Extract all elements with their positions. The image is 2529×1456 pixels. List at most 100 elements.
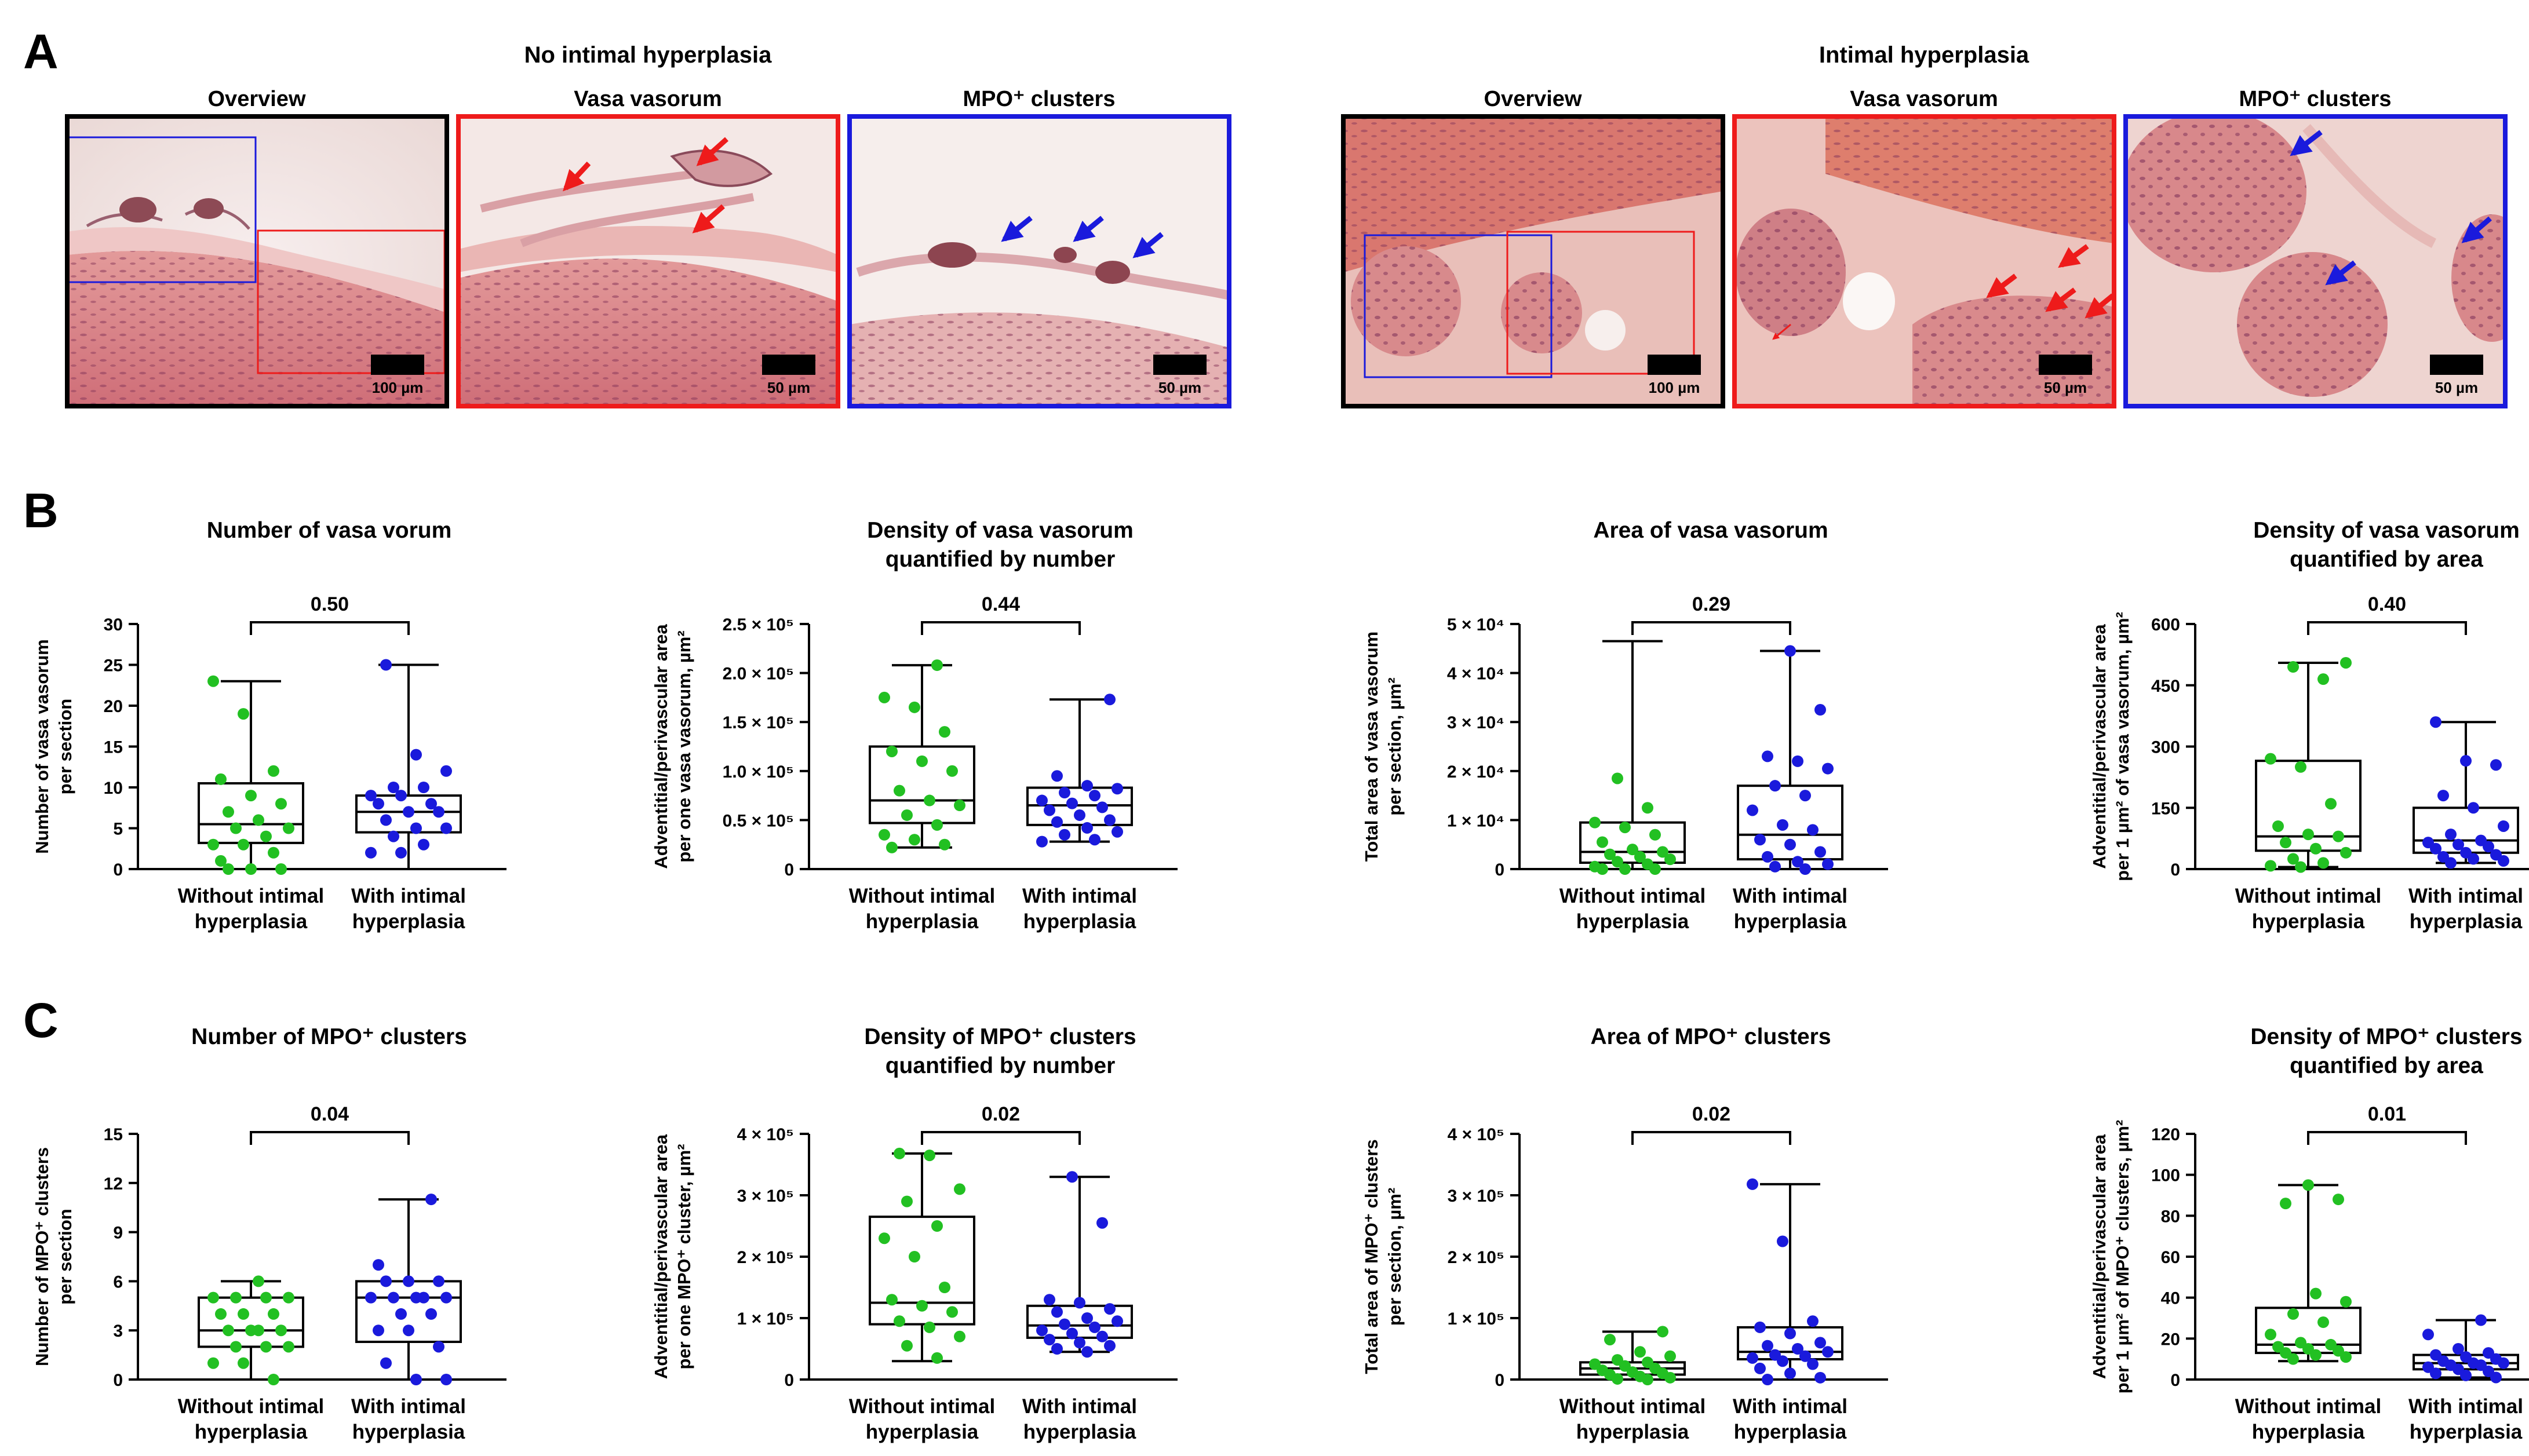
y-axis-label: Total area of vasa vasorum per section, µ…: [1361, 632, 1405, 862]
data-point: [230, 1291, 242, 1304]
image-title-left-overview: Overview: [208, 87, 306, 111]
series-without: [2255, 1179, 2362, 1365]
chart-title: Density of vasa vasorum: [867, 518, 1134, 543]
data-point: [403, 806, 414, 818]
chart-7: Area of MPO⁺ clusters 0 1 × 10⁵ 2 × 10⁵ 3 × …: [1361, 1024, 1888, 1443]
data-point: [1799, 790, 1811, 802]
y-axis-label: Adventitial/perivascular area per one MPO…: [651, 1134, 694, 1379]
data-point: [1051, 1343, 1063, 1355]
category-label: hyperplasia: [195, 910, 308, 933]
data-point: [418, 1291, 429, 1304]
data-point: [223, 806, 234, 818]
data-point: [2340, 846, 2352, 859]
data-point: [1642, 802, 1653, 814]
data-point: [1657, 846, 1668, 858]
y-tick-label: 2.5 × 10⁵: [723, 615, 794, 634]
data-point: [1814, 846, 1826, 858]
data-point: [1081, 1312, 1093, 1324]
chart-5: Number of MPO⁺ clusters 0 3 6 9 12 15 Number of…: [32, 1024, 506, 1443]
chart-title: quantified by area: [2290, 1053, 2483, 1078]
chart-4: Density of vasa vasorum quantified by are…: [2089, 518, 2529, 933]
data-point: [954, 800, 965, 812]
p-value: 0.04: [311, 1103, 349, 1125]
y-tick-label: 1 × 10⁵: [1448, 1309, 1504, 1329]
data-point: [2340, 1296, 2352, 1308]
data-point: [380, 814, 392, 826]
significance-bracket: [1631, 621, 1791, 635]
data-point: [946, 1306, 958, 1318]
data-point: [2333, 1194, 2344, 1206]
box-iqr: [1737, 784, 1843, 861]
y-tick-label: 1 × 10⁵: [737, 1309, 794, 1329]
data-point: [1059, 1318, 1070, 1330]
box-iqr: [355, 794, 462, 834]
data-point: [275, 1324, 287, 1337]
significance-bracket: [921, 621, 1081, 635]
data-point: [260, 830, 272, 842]
data-point: [283, 822, 294, 834]
y-tick-label: 1.0 × 10⁵: [723, 762, 794, 782]
series-without: [869, 659, 975, 853]
data-point: [260, 1341, 272, 1353]
y-axis-label-line: Adventitial/perivascular area: [651, 624, 671, 869]
y-tick-label: 9: [113, 1224, 123, 1243]
scale-label-right-overview: 100 µm: [1649, 379, 1700, 396]
category-label: hyperplasia: [2252, 1421, 2365, 1443]
data-point: [1051, 816, 1063, 828]
data-point: [1081, 822, 1093, 834]
y-tick-label: 3 × 10⁵: [1448, 1187, 1504, 1206]
data-point: [2483, 841, 2494, 853]
data-point: [2498, 820, 2509, 832]
histology-right-overview-frame: [1341, 114, 1725, 408]
y-axis-label: Adventitial/perivascular area per one vas…: [651, 624, 694, 869]
data-point: [2430, 842, 2441, 855]
y-tick-label: 3: [113, 1322, 123, 1341]
box-iqr: [198, 782, 304, 844]
histology-right-overview: [1343, 116, 1723, 406]
panel-letter-a: A: [23, 24, 59, 79]
data-point: [238, 708, 249, 720]
p-value: 0.50: [311, 593, 349, 615]
data-point: [2460, 1369, 2472, 1381]
data-point: [215, 1308, 227, 1320]
data-point: [433, 1275, 444, 1287]
category-label: hyperplasia: [1576, 910, 1689, 933]
data-point: [410, 1374, 422, 1385]
data-point: [403, 1275, 414, 1287]
histology-left-overview: [67, 116, 447, 406]
data-point: [954, 1330, 965, 1342]
data-point: [388, 1291, 399, 1304]
y-tick-label: 15: [104, 1125, 123, 1144]
box-iqr: [1579, 821, 1686, 864]
histology-left-overview-frame: [65, 114, 449, 408]
series-without: [1579, 1326, 1686, 1385]
data-point: [2287, 853, 2299, 865]
y-tick-label: 300: [2151, 738, 2180, 757]
category-label: hyperplasia: [2252, 910, 2365, 933]
data-point: [1081, 1346, 1093, 1358]
data-point: [916, 1300, 928, 1312]
histology-left-mpo: [850, 116, 1229, 406]
y-tick-label: 6: [113, 1272, 123, 1291]
data-point: [1822, 1346, 1834, 1358]
data-point: [946, 765, 958, 777]
data-point: [2287, 1353, 2299, 1365]
y-axis-label-line: Adventitial/perivascular area: [2089, 1134, 2109, 1379]
data-point: [909, 1251, 920, 1262]
data-point: [1619, 822, 1631, 834]
data-point: [2287, 1308, 2299, 1320]
data-point: [879, 1232, 890, 1245]
data-point: [1754, 1321, 1766, 1333]
series-with: [355, 659, 462, 870]
p-value: 0.02: [982, 1103, 1020, 1125]
y-tick-label: 40: [2161, 1289, 2180, 1308]
data-point: [1096, 1217, 1108, 1229]
data-point: [2317, 857, 2329, 869]
data-point: [207, 675, 219, 687]
data-point: [395, 846, 407, 859]
data-point: [1784, 1367, 1796, 1380]
data-point: [1051, 770, 1063, 782]
data-point: [1051, 1306, 1063, 1318]
series-with: [2413, 716, 2519, 869]
data-point: [2453, 838, 2464, 851]
